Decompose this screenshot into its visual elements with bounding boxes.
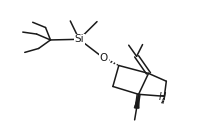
Text: O: O: [100, 53, 108, 63]
Polygon shape: [134, 94, 139, 108]
Text: H: H: [159, 92, 166, 102]
Text: Si: Si: [74, 34, 84, 44]
